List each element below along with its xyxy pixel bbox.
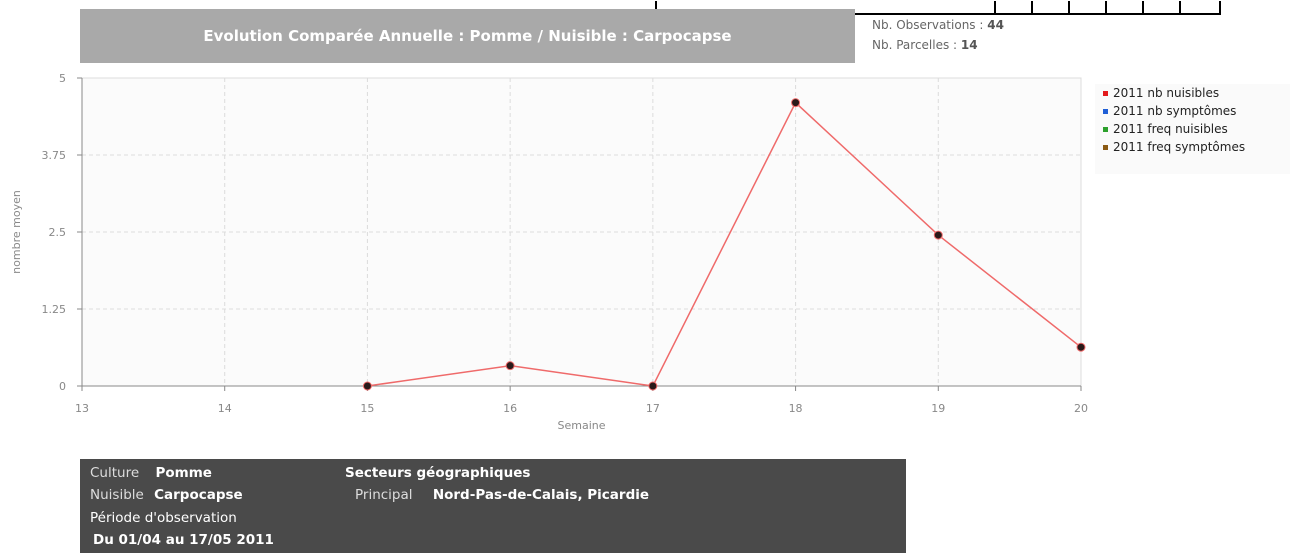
chart-title: Evolution Comparée Annuelle : Pomme / Nu…	[80, 9, 855, 63]
legend-label: 2011 nb symptômes	[1113, 104, 1237, 118]
data-point	[505, 361, 515, 371]
periode-value: Du 01/04 au 17/05 2011	[93, 532, 274, 548]
nuisible-label: Nuisible	[90, 487, 144, 503]
legend-label: 2011 nb nuisibles	[1113, 86, 1220, 100]
x-tick-label: 18	[789, 402, 803, 415]
y-tick-label: 2.5	[49, 226, 67, 239]
observations-label: Nb. Observations :	[872, 18, 984, 32]
x-tick-label: 17	[646, 402, 660, 415]
parcelles-label: Nb. Parcelles :	[872, 38, 958, 52]
legend-label: 2011 freq nuisibles	[1113, 122, 1228, 136]
y-tick-label: 3.75	[42, 149, 67, 162]
secteurs-label: Secteurs géographiques	[345, 465, 531, 481]
chart-legend: 2011 nb nuisibles 2011 nb symptômes 2011 f…	[1095, 84, 1290, 174]
legend-swatch	[1103, 144, 1108, 150]
y-tick-label: 5	[59, 72, 66, 85]
legend-item[interactable]: 2011 nb nuisibles	[1095, 84, 1219, 102]
observations-row: Nb. Observations : 44	[872, 15, 1004, 35]
info-panel: Culture Pomme Nuisible Carpocapse Périod…	[80, 459, 906, 553]
data-point	[933, 230, 943, 240]
nuisible-value: Carpocapse	[154, 487, 243, 503]
nuisible-row: Nuisible Carpocapse	[90, 487, 243, 503]
x-axis-label: Semaine	[557, 419, 605, 432]
data-point	[648, 381, 658, 391]
legend-item[interactable]: 2011 nb symptômes	[1095, 102, 1236, 120]
culture-label: Culture	[90, 465, 140, 481]
legend-swatch	[1103, 126, 1108, 132]
top-table-lines	[655, 0, 1221, 15]
legend-item[interactable]: 2011 freq symptômes	[1095, 138, 1245, 156]
legend-label: 2011 freq symptômes	[1113, 140, 1246, 154]
parcelles-row: Nb. Parcelles : 14	[872, 35, 1004, 55]
stats-panel: Nb. Observations : 44 Nb. Parcelles : 14	[872, 15, 1004, 55]
principal-value: Nord-Pas-de-Calais, Picardie	[432, 487, 650, 503]
y-tick-label: 0	[59, 380, 66, 393]
legend-swatch	[1103, 90, 1108, 96]
principal-label: Principal	[355, 487, 413, 503]
x-tick-label: 13	[75, 402, 89, 415]
y-tick-label: 1.25	[42, 303, 67, 316]
culture-value: Pomme	[155, 465, 212, 481]
line-chart: 13 14 15 16 17 18 19 20 0 1.25 2.5 3.75 5 Semaine nomb…	[10, 72, 1088, 432]
culture-row: Culture Pomme	[90, 465, 212, 481]
x-tick-label: 15	[360, 402, 374, 415]
x-tick-label: 19	[931, 402, 945, 415]
y-axis-label: nombre moyen	[10, 190, 23, 274]
x-tick-label: 16	[503, 402, 517, 415]
legend-swatch	[1103, 108, 1108, 114]
x-tick-label: 20	[1074, 402, 1088, 415]
data-point	[791, 98, 801, 108]
data-point	[1076, 342, 1086, 352]
principal-row: Principal Nord-Pas-de-Calais, Picardie	[355, 487, 649, 503]
periode-label: Période d'observation	[90, 510, 237, 526]
legend-item[interactable]: 2011 freq nuisibles	[1095, 120, 1228, 138]
observations-value: 44	[987, 18, 1004, 32]
top-table-strip	[655, 0, 1221, 15]
parcelles-value: 14	[960, 38, 978, 52]
series-line	[367, 101, 1082, 387]
x-tick-label: 14	[218, 402, 232, 415]
data-point	[362, 381, 372, 391]
